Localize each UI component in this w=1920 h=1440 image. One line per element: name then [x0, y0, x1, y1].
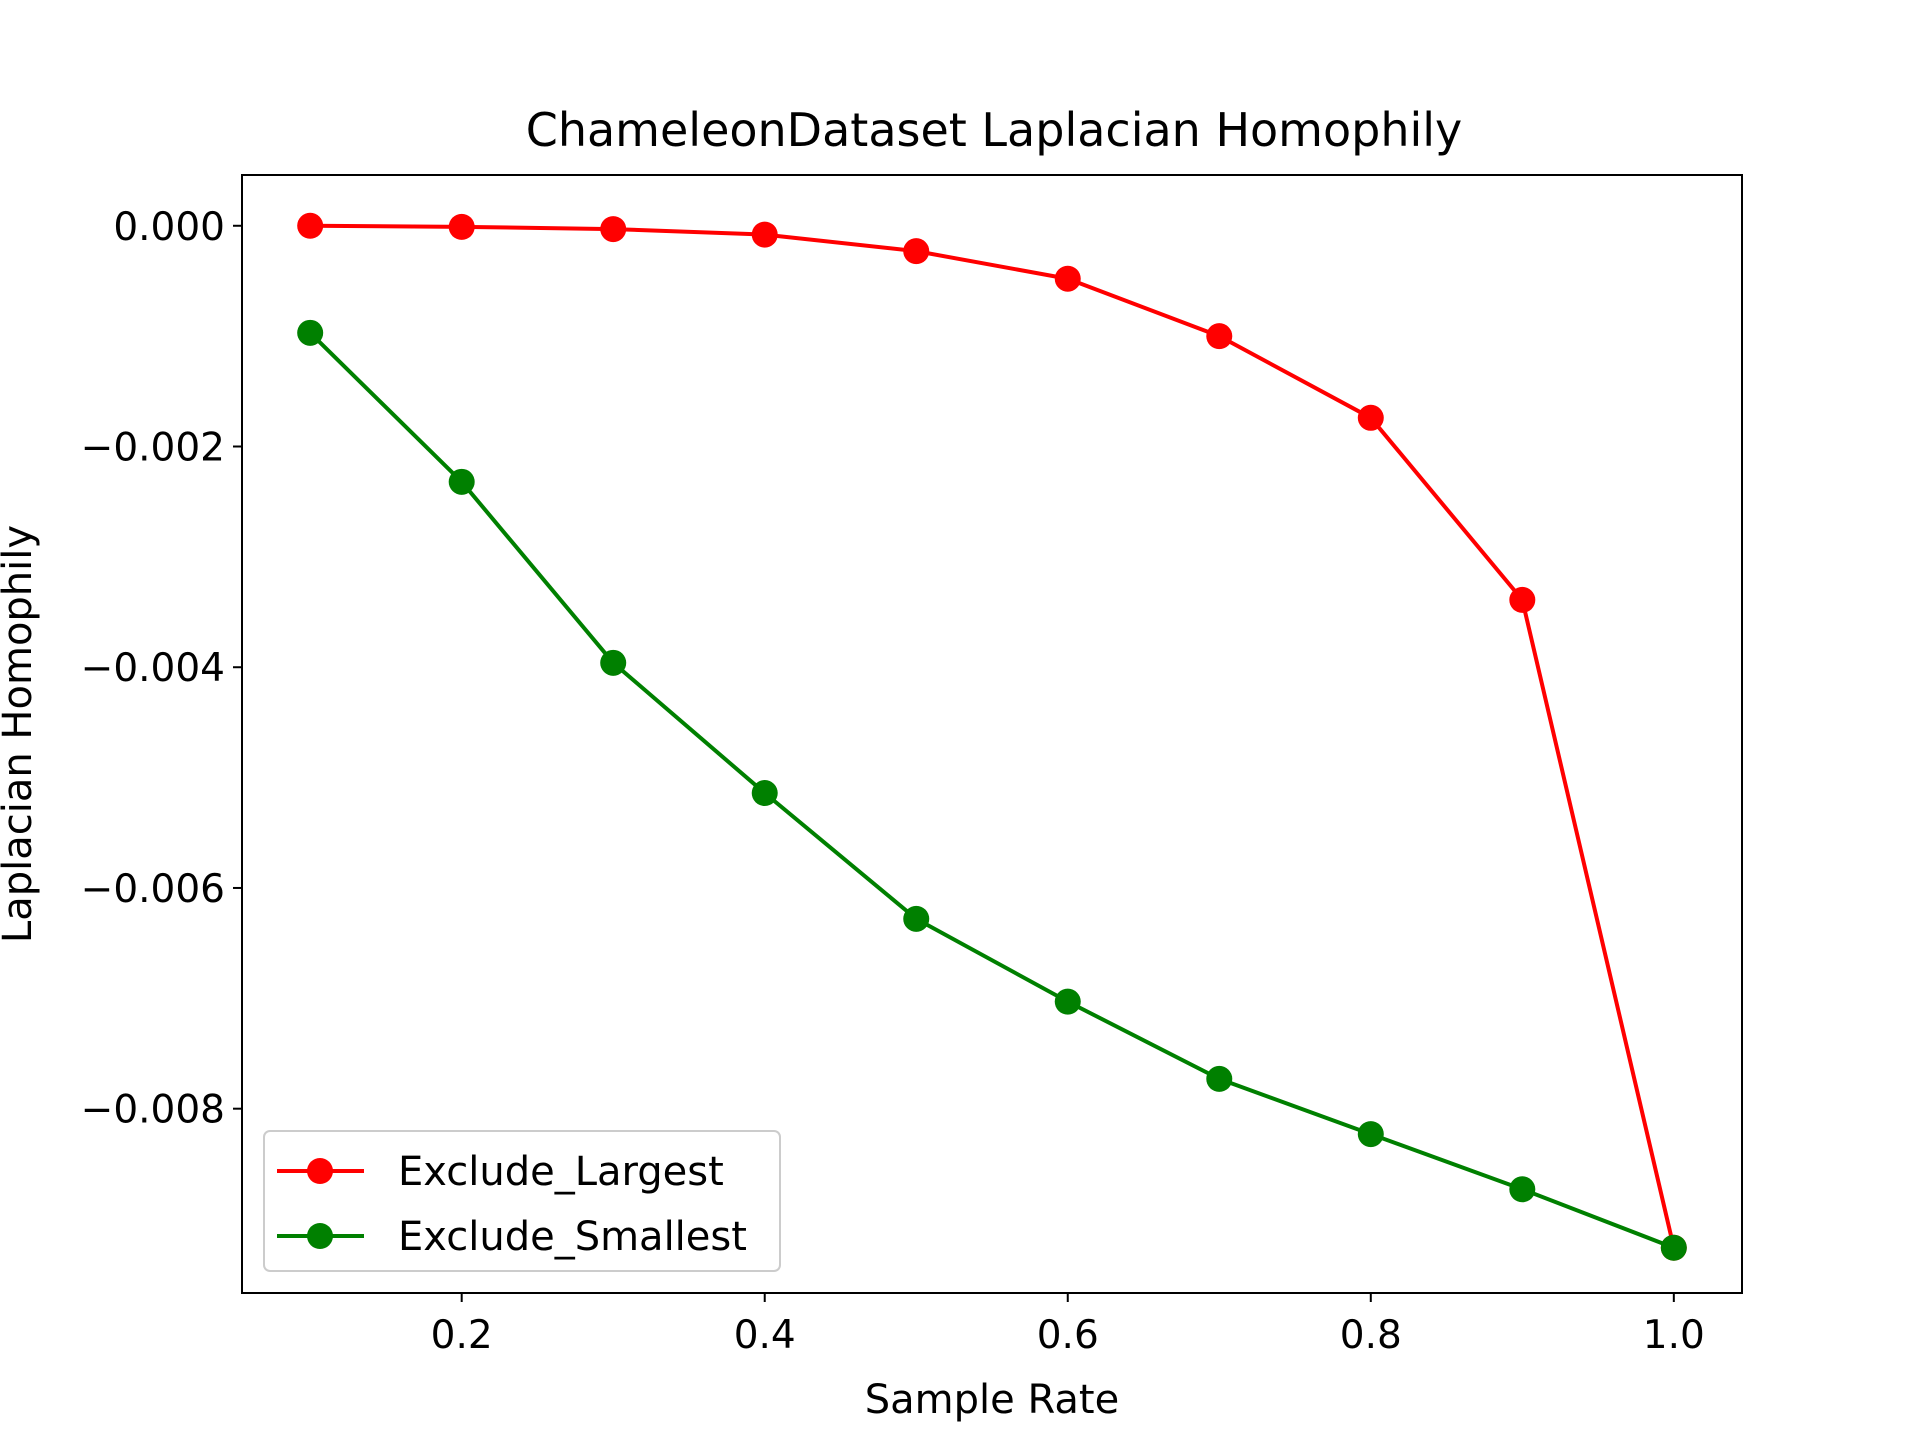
data-point-exclude-smallest — [1509, 1176, 1536, 1203]
legend-label-exclude-largest: Exclude_Largest — [398, 1149, 724, 1195]
y-tick-label: −0.008 — [81, 1088, 225, 1133]
data-point-exclude-largest — [1054, 265, 1081, 292]
legend-marker-exclude-smallest — [307, 1223, 333, 1249]
x-tick-label: 1.0 — [1643, 1313, 1705, 1358]
x-axis: 0.2 0.4 0.6 0.8 1.0 — [431, 1293, 1705, 1358]
chart-title: ChameleonDataset Laplacian Homophily — [526, 103, 1463, 157]
x-axis-title: Sample Rate — [865, 1377, 1119, 1423]
y-tick-label: −0.002 — [81, 425, 225, 470]
data-point-exclude-smallest — [1054, 988, 1081, 1015]
plot-area — [241, 174, 1743, 1294]
data-point-exclude-largest — [297, 212, 324, 239]
data-point-exclude-largest — [600, 216, 627, 243]
y-tick-label: −0.006 — [81, 867, 225, 912]
data-point-exclude-smallest — [448, 468, 475, 495]
data-point-exclude-smallest — [1206, 1065, 1233, 1092]
data-point-exclude-smallest — [903, 905, 930, 932]
data-point-exclude-largest — [903, 238, 930, 265]
y-axis-title: Laplacian Homophily — [0, 525, 41, 943]
legend-box — [263, 1130, 781, 1272]
x-tick-label: 0.4 — [734, 1313, 796, 1358]
data-point-exclude-largest — [751, 221, 778, 248]
x-tick-label: 0.8 — [1340, 1313, 1402, 1358]
data-point-exclude-largest — [1509, 586, 1536, 613]
data-point-exclude-smallest — [751, 780, 778, 807]
data-point-exclude-smallest — [297, 319, 324, 346]
legend: Exclude_Largest Exclude_Smallest — [263, 1130, 781, 1272]
data-point-exclude-smallest — [1357, 1121, 1384, 1148]
legend-label-exclude-smallest: Exclude_Smallest — [398, 1214, 747, 1260]
data-point-exclude-largest — [448, 213, 475, 240]
data-point-exclude-smallest — [600, 649, 627, 676]
data-point-exclude-largest — [1357, 404, 1384, 431]
data-point-exclude-largest — [1206, 323, 1233, 350]
x-tick-label: 0.2 — [431, 1313, 493, 1358]
legend-marker-exclude-largest — [307, 1158, 333, 1184]
series-layer — [297, 212, 1687, 1261]
y-axis: 0.000 −0.002 −0.004 −0.006 −0.008 — [81, 205, 242, 1133]
data-point-exclude-smallest — [1660, 1234, 1687, 1261]
y-tick-label: −0.004 — [81, 646, 225, 691]
plot-frame — [241, 174, 1743, 1294]
series-line-exclude-largest — [310, 223, 1676, 1249]
x-tick-label: 0.6 — [1037, 1313, 1099, 1358]
series-line-exclude-smallest — [308, 331, 1675, 1250]
y-tick-label: 0.000 — [113, 205, 225, 250]
